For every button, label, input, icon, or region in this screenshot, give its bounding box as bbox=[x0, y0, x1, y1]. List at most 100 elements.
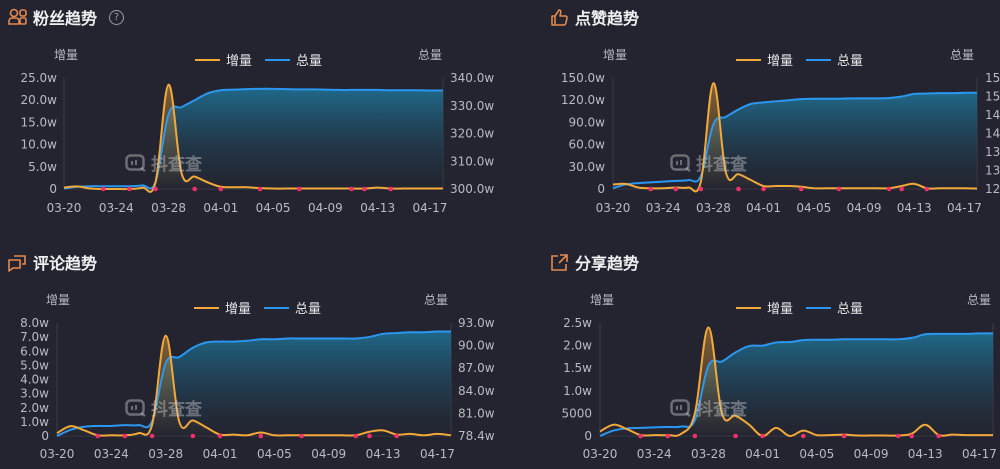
right-tick-label: 340.0w bbox=[450, 71, 494, 85]
event-marker[interactable] bbox=[127, 186, 132, 192]
chart-title-text: 点赞趋势 bbox=[575, 9, 640, 28]
x-tick-label: 04-09 bbox=[311, 447, 346, 461]
left-tick-label: 60.0w bbox=[568, 138, 605, 152]
event-marker[interactable] bbox=[924, 186, 930, 192]
event-marker[interactable] bbox=[388, 186, 394, 192]
legend-label[interactable]: 总量 bbox=[837, 54, 863, 69]
legend: 增量 总量 bbox=[736, 302, 863, 317]
chart-svg: 01.0w2.0w3.0w4.0w5.0w6.0w7.0w8.0w 78.4w 81… bbox=[20, 293, 495, 461]
event-marker[interactable] bbox=[692, 433, 698, 439]
chart-title: 评论趋势 bbox=[8, 250, 97, 274]
x-tick-label: 03-24 bbox=[646, 201, 681, 215]
event-marker[interactable] bbox=[761, 186, 766, 192]
event-marker[interactable] bbox=[353, 433, 359, 439]
right-tick-label: 14 bbox=[985, 108, 1000, 122]
left-tick-label: 4.0w bbox=[20, 373, 49, 387]
event-marker[interactable] bbox=[394, 433, 399, 439]
event-marker[interactable] bbox=[836, 186, 842, 192]
left-tick-label: 150.0w bbox=[561, 71, 605, 85]
x-tick-label: 04-01 bbox=[745, 447, 780, 461]
event-marker[interactable] bbox=[299, 433, 304, 439]
chart-panel-0: 0 5.0w 10.0w 15.0w 20.0w 25.0w 300.0w 310.0w 320… bbox=[0, 0, 494, 224]
legend-label[interactable]: 总量 bbox=[295, 302, 321, 317]
fans-icon bbox=[8, 8, 27, 25]
event-marker[interactable] bbox=[95, 433, 101, 439]
left-tick-label: 2.0w bbox=[20, 401, 49, 415]
left-tick-label: 20.0w bbox=[20, 93, 57, 107]
event-marker[interactable] bbox=[638, 433, 643, 439]
event-marker[interactable] bbox=[886, 186, 892, 192]
left-tick-label: 0 bbox=[41, 429, 49, 443]
event-marker[interactable] bbox=[192, 186, 197, 192]
x-tick-label: 04-17 bbox=[412, 201, 447, 215]
legend-label[interactable]: 总量 bbox=[296, 54, 322, 69]
left-tick-label: 90.0w bbox=[568, 115, 605, 129]
x-tick-label: 03-28 bbox=[148, 447, 183, 461]
legend-label[interactable]: 增量 bbox=[226, 54, 252, 69]
event-marker[interactable] bbox=[936, 433, 942, 439]
event-marker[interactable] bbox=[122, 433, 128, 439]
x-tick-label: 04-01 bbox=[203, 447, 238, 461]
x-tick-label: 04-13 bbox=[897, 201, 932, 215]
event-marker[interactable] bbox=[296, 186, 302, 192]
x-tick-label: 04-05 bbox=[256, 201, 291, 215]
x-tick-label: 04-13 bbox=[908, 447, 943, 461]
watermark-text: 抖查查 bbox=[696, 155, 747, 175]
legend-label[interactable]: 增量 bbox=[767, 302, 793, 317]
event-marker[interactable] bbox=[100, 186, 106, 192]
legend-label[interactable]: 增量 bbox=[225, 302, 251, 317]
right-tick-label: 13 bbox=[985, 164, 1000, 178]
event-marker[interactable] bbox=[217, 433, 223, 439]
comment-icon bbox=[8, 254, 26, 272]
event-marker[interactable] bbox=[798, 186, 804, 192]
chart-svg: 0 5.0w 10.0w 15.0w 20.0w 25.0w 300.0w 310.0w 320… bbox=[20, 48, 494, 215]
watermark-text: 抖查查 bbox=[151, 400, 202, 420]
event-marker[interactable] bbox=[909, 433, 914, 439]
event-marker[interactable] bbox=[899, 186, 904, 192]
total-series-line[interactable] bbox=[56, 330, 452, 437]
event-marker[interactable] bbox=[800, 433, 806, 439]
event-marker[interactable] bbox=[367, 433, 372, 439]
total-series-line[interactable] bbox=[63, 87, 444, 190]
event-marker[interactable] bbox=[760, 433, 765, 439]
event-marker[interactable] bbox=[153, 186, 158, 192]
event-marker[interactable] bbox=[665, 433, 671, 439]
watermark-text: 抖查查 bbox=[696, 400, 747, 420]
event-marker[interactable] bbox=[149, 433, 155, 439]
watermark-logo: 抖查查 bbox=[670, 395, 747, 420]
event-marker[interactable] bbox=[257, 186, 263, 192]
chart-title-text: 粉丝趋势 bbox=[33, 9, 98, 28]
left-tick-label: 1.5w bbox=[563, 361, 592, 375]
watermark-icon bbox=[125, 398, 146, 417]
chart-title: 点赞趋势 bbox=[550, 5, 639, 29]
event-marker[interactable] bbox=[733, 433, 738, 439]
total-series-line[interactable] bbox=[599, 332, 994, 437]
left-tick-label: 30.0w bbox=[568, 160, 605, 174]
right-axis-name: 总量 bbox=[967, 293, 991, 307]
right-tick-label: 300.0w bbox=[450, 182, 494, 196]
event-marker[interactable] bbox=[673, 186, 679, 192]
total-area bbox=[64, 88, 443, 189]
event-marker[interactable] bbox=[895, 433, 901, 439]
x-tick-label: 03-24 bbox=[637, 447, 672, 461]
legend-label[interactable]: 总量 bbox=[837, 302, 863, 317]
event-marker[interactable] bbox=[736, 186, 741, 192]
chart-title-text: 分享趋势 bbox=[575, 254, 640, 273]
chart-title-text: 评论趋势 bbox=[33, 254, 98, 273]
event-marker[interactable] bbox=[698, 186, 704, 192]
x-tick-label: 04-09 bbox=[308, 201, 343, 215]
help-icon[interactable]: ? bbox=[109, 9, 125, 25]
share-icon bbox=[551, 253, 568, 271]
event-marker[interactable] bbox=[258, 433, 264, 439]
total-series-line[interactable] bbox=[612, 91, 978, 190]
event-marker[interactable] bbox=[648, 186, 653, 192]
left-tick-label: 0 bbox=[584, 429, 592, 443]
event-marker[interactable] bbox=[190, 433, 196, 439]
watermark-logo: 抖查查 bbox=[670, 150, 747, 175]
event-marker[interactable] bbox=[362, 186, 367, 192]
event-marker[interactable] bbox=[218, 186, 224, 192]
event-marker[interactable] bbox=[841, 433, 847, 439]
legend-label[interactable]: 增量 bbox=[767, 54, 793, 69]
event-marker[interactable] bbox=[349, 186, 354, 192]
chart-svg: 0 5000 1.0w 1.5w 2.0w 2.5w 03-20 03-24 03-28 04-0… bbox=[561, 293, 996, 461]
